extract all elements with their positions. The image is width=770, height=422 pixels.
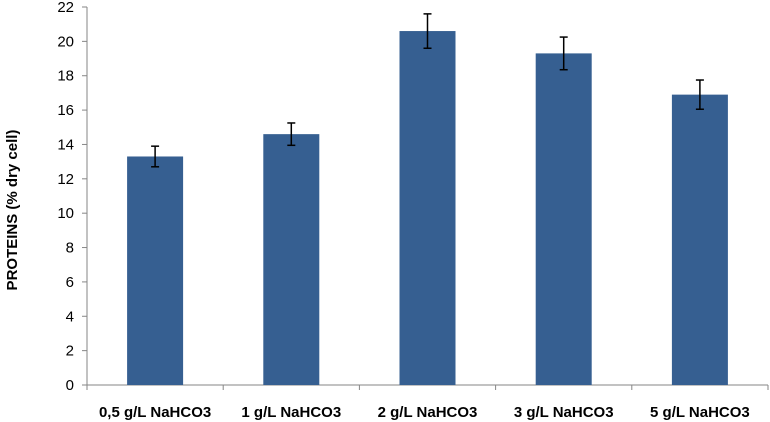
y-axis: 0 2 4 6 8 10 12 14 16 18 20 22	[57, 0, 88, 394]
y-tick-label: 22	[57, 0, 74, 16]
bars	[127, 31, 728, 386]
category-label: 2 g/L NaHCO3	[378, 404, 478, 421]
category-label: 3 g/L NaHCO3	[514, 404, 614, 421]
category-label: 0,5 g/L NaHCO3	[99, 404, 211, 421]
x-axis	[86, 384, 769, 390]
y-tick-label: 18	[57, 68, 74, 85]
bar	[671, 94, 728, 386]
bar	[127, 156, 184, 385]
y-tick-label: 2	[66, 343, 74, 360]
bar	[263, 134, 320, 385]
y-tick-label: 16	[57, 102, 74, 119]
y-ticks: 0 2 4 6 8 10 12 14 16 18 20 22	[57, 0, 87, 394]
bar	[535, 53, 592, 386]
error-bar	[559, 36, 568, 71]
y-tick-label: 8	[66, 240, 74, 257]
x-ticks	[86, 385, 769, 390]
category-labels: 0,5 g/L NaHCO3 1 g/L NaHCO3 2 g/L NaHCO3 3 …	[99, 404, 750, 421]
y-tick-label: 6	[66, 274, 74, 291]
y-tick-label: 14	[57, 136, 74, 153]
error-bar	[423, 13, 432, 49]
y-tick-label: 4	[66, 308, 74, 325]
y-tick-label: 0	[66, 377, 74, 394]
category-label: 5 g/L NaHCO3	[650, 404, 750, 421]
bar	[399, 31, 456, 386]
y-tick-label: 10	[57, 205, 74, 222]
error-bar	[695, 79, 704, 110]
category-label: 1 g/L NaHCO3	[241, 404, 341, 421]
y-tick-label: 20	[57, 33, 74, 50]
y-tick-label: 12	[57, 171, 74, 188]
error-bars	[151, 13, 704, 168]
error-bar	[151, 145, 160, 168]
error-bar	[287, 122, 296, 147]
y-axis-title: PROTEINS (% dry cell)	[4, 130, 21, 291]
